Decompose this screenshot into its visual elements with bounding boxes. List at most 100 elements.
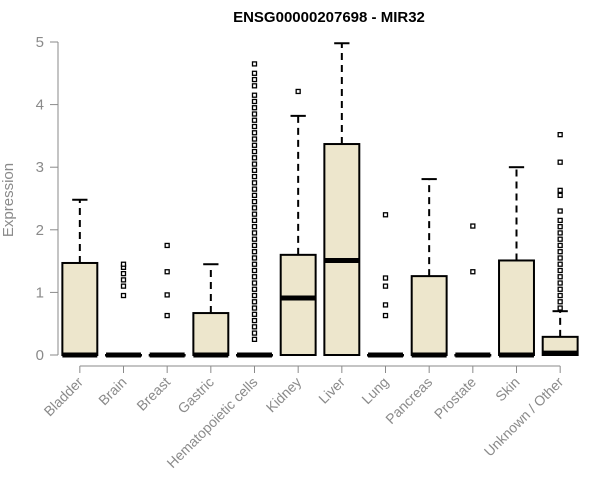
box-gastric <box>192 263 230 358</box>
y-axis: 0 1 2 3 4 5 <box>36 34 59 364</box>
outlier-point <box>120 277 127 283</box>
outlier-point <box>251 205 258 211</box>
x-tick-label: Brain <box>95 374 129 408</box>
outlier-point <box>251 330 258 336</box>
box-prostate <box>454 223 492 358</box>
boxes-layer <box>61 42 579 358</box>
x-tick-label: Bladder <box>41 374 87 420</box>
box-liver <box>323 42 361 356</box>
outlier-point <box>164 292 170 298</box>
x-tick-label: Lung <box>358 374 391 407</box>
outlier-point <box>382 275 389 281</box>
box-lung <box>367 212 404 358</box>
outlier-point <box>557 299 563 305</box>
box-skin <box>498 166 535 358</box>
outlier-point <box>557 230 563 236</box>
box-breast <box>148 242 186 358</box>
outlier-point <box>470 223 476 229</box>
outlier-point <box>120 261 127 267</box>
outlier-point <box>120 292 127 299</box>
outlier-point <box>251 136 258 142</box>
outlier-point <box>251 180 258 186</box>
outlier-point <box>557 192 563 199</box>
box-bladder <box>61 198 99 358</box>
outlier-point <box>251 130 258 136</box>
outlier-point <box>557 217 563 224</box>
outlier-point <box>251 198 258 205</box>
outlier-point <box>251 255 258 261</box>
x-tick-label: Gastric <box>174 374 217 417</box>
x-tick-label: Liver <box>315 374 348 407</box>
outlier-point <box>251 267 258 274</box>
outlier-point <box>557 267 563 274</box>
chart-title: ENSG00000207698 - MIR32 <box>233 9 425 26</box>
outlier-point <box>251 105 258 111</box>
outlier-point <box>557 242 563 249</box>
outlier-point <box>470 269 476 275</box>
outlier-point <box>164 269 170 275</box>
box-body <box>61 261 99 356</box>
outlier-point <box>251 249 258 255</box>
x-tick-label: Prostate <box>431 374 479 422</box>
outlier-point <box>557 286 563 292</box>
outlier-point <box>251 280 258 286</box>
y-axis-label: Expression <box>0 163 17 237</box>
outlier-point <box>557 208 563 214</box>
outlier-point <box>557 236 563 242</box>
box-body <box>323 143 361 356</box>
x-tick-label: Kidney <box>263 374 305 416</box>
outlier-point <box>557 159 563 165</box>
outlier-point <box>251 117 258 123</box>
outlier-point <box>251 324 258 330</box>
x-tick-label: Pancreas <box>382 374 435 427</box>
outlier-point <box>557 280 563 286</box>
box-body <box>498 259 535 356</box>
outlier-point <box>251 311 258 317</box>
outlier-point <box>251 286 258 292</box>
outlier-point <box>251 292 258 299</box>
y-tick-label: 4 <box>36 97 44 114</box>
y-tick-label: 5 <box>36 34 44 51</box>
outlier-point <box>557 187 563 194</box>
box-hematopoietic-cells <box>236 61 273 358</box>
outlier-point <box>251 61 258 67</box>
outlier-point <box>382 212 389 218</box>
box-kidney <box>279 88 317 356</box>
outlier-point <box>120 283 127 289</box>
outlier-point <box>251 111 258 117</box>
outlier-point <box>251 274 258 280</box>
outlier-point <box>251 317 258 324</box>
outlier-point <box>251 173 258 180</box>
outlier-point <box>251 161 258 167</box>
outlier-point <box>382 283 389 289</box>
outlier-point <box>557 131 563 138</box>
outlier-point <box>251 70 258 76</box>
x-tick-label: Breast <box>133 374 173 414</box>
outlier-point <box>164 242 170 249</box>
outlier-point <box>120 270 127 277</box>
box-body <box>279 253 317 356</box>
outlier-point <box>251 123 258 130</box>
box-brain <box>105 261 142 358</box>
y-tick-label: 3 <box>36 159 44 176</box>
y-tick-label: 2 <box>36 222 44 239</box>
outlier-point <box>557 305 563 311</box>
outlier-point <box>557 255 563 261</box>
outlier-point <box>251 211 258 217</box>
outlier-point <box>251 261 258 267</box>
outlier-point <box>251 98 258 105</box>
outlier-point <box>251 148 258 155</box>
box-body <box>192 312 230 357</box>
outlier-point <box>251 217 258 224</box>
outlier-point <box>251 76 258 83</box>
outlier-point <box>251 336 258 343</box>
outlier-point <box>164 312 170 319</box>
outlier-point <box>251 236 258 242</box>
outlier-point <box>251 305 258 311</box>
y-tick-label: 0 <box>36 347 44 364</box>
outlier-point <box>251 155 258 161</box>
outlier-point <box>251 242 258 249</box>
outlier-point <box>251 167 258 173</box>
